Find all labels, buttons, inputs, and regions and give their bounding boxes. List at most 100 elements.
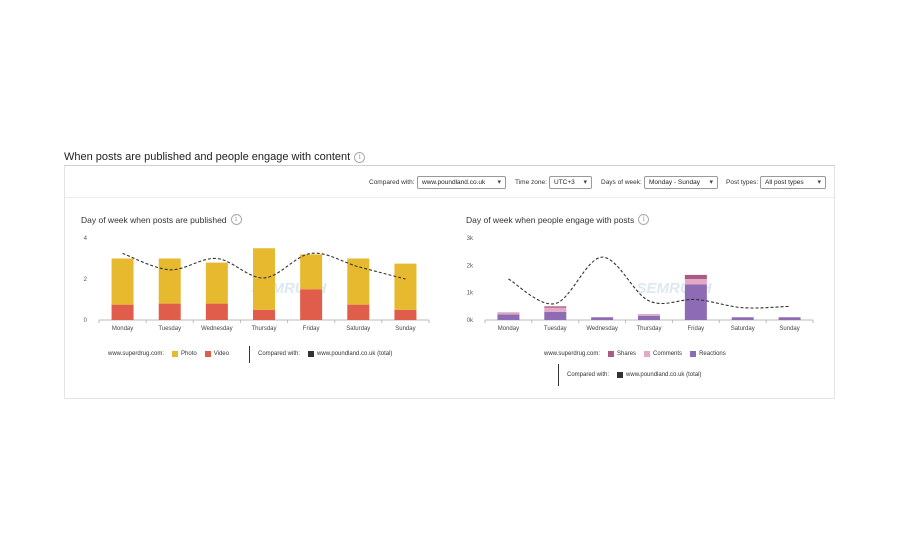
x-tick-label: Tuesday xyxy=(158,326,181,332)
chart1-legend-site-label: www.superdrug.com: xyxy=(108,351,165,357)
section-title: When posts are published and people enga… xyxy=(64,151,366,163)
info-icon[interactable]: i xyxy=(354,151,366,163)
bar-photo xyxy=(205,262,228,304)
legend-item-poundland[interactable]: www.poundland.co.uk (total) xyxy=(308,351,392,357)
legend-item-video[interactable]: Video xyxy=(204,351,229,357)
bar-reactions xyxy=(591,317,614,320)
legend-item-shares[interactable]: Shares xyxy=(608,351,636,357)
x-tick-label: Sunday xyxy=(395,326,415,332)
bar-photo xyxy=(111,258,134,305)
compared-with-select[interactable]: www.poundland.co.uk ▾ xyxy=(417,176,506,189)
bar-video xyxy=(347,304,370,320)
legend-item-label: Shares xyxy=(617,351,637,357)
swatch-reactions xyxy=(690,351,697,357)
comparison-line xyxy=(122,252,406,280)
bar-photo xyxy=(347,258,370,305)
post-types-label: Post types: xyxy=(726,179,759,186)
time-zone-select[interactable]: UTC+3 ▾ xyxy=(549,176,592,189)
chart2-legend-site-label: www.superdrug.com: xyxy=(544,351,601,357)
y-tick-label: 4 xyxy=(84,236,88,242)
chart1-title: Day of week when posts are published i xyxy=(81,214,242,225)
legend-separator xyxy=(558,364,559,386)
legend-item-label: www.poundland.co.uk (total) xyxy=(626,372,702,378)
bar-video xyxy=(111,304,134,320)
bar-video xyxy=(205,303,228,320)
bar-reactions xyxy=(731,317,754,320)
bar-video xyxy=(253,309,275,320)
bar-reactions xyxy=(638,315,660,320)
chart1-title-text: Day of week when posts are published xyxy=(81,214,227,225)
bar-photo xyxy=(394,263,417,310)
y-tick-label: 0 xyxy=(84,318,88,324)
swatch-photo xyxy=(172,351,179,357)
legend-item-label: Photo xyxy=(181,351,197,357)
bar-photo xyxy=(300,254,323,290)
legend-item-photo[interactable]: Photo xyxy=(172,351,197,357)
content-panel xyxy=(64,166,835,399)
x-tick-label: Sunday xyxy=(779,326,799,332)
bar-photo xyxy=(253,248,275,310)
info-icon[interactable]: i xyxy=(230,214,242,225)
x-tick-label: Friday xyxy=(303,326,320,332)
legend-item-poundland[interactable]: www.poundland.co.uk (total) xyxy=(617,372,701,378)
y-tick-label: 2 xyxy=(84,277,88,283)
legend-item-label: Comments xyxy=(653,351,683,357)
post-types-value: All post types xyxy=(765,179,804,186)
x-tick-label: Wednesday xyxy=(586,326,618,332)
bar-comments xyxy=(497,313,520,315)
bar-comments xyxy=(638,315,660,316)
bar-video xyxy=(158,303,181,320)
legend-item-label: www.poundland.co.uk (total) xyxy=(317,351,393,357)
time-zone-value: UTC+3 xyxy=(554,179,575,186)
swatch-shares xyxy=(608,351,615,357)
days-of-week-value: Monday - Sunday xyxy=(649,179,700,186)
time-zone-label: Time zone: xyxy=(515,179,547,186)
x-tick-label: Wednesday xyxy=(201,326,233,332)
bar-comments xyxy=(684,279,707,285)
bar-video xyxy=(300,289,323,320)
bar-reactions xyxy=(684,284,707,320)
legend-item-label: Video xyxy=(213,351,229,357)
bar-shares xyxy=(544,306,567,308)
chart2-legend: www.superdrug.com: Shares Comments React… xyxy=(544,351,734,357)
days-of-week-label: Days of week: xyxy=(601,179,642,186)
swatch-video xyxy=(204,351,211,357)
section-title-text: When posts are published and people enga… xyxy=(64,151,351,163)
toolbar-divider xyxy=(65,197,834,198)
x-tick-label: Friday xyxy=(688,326,705,332)
post-types-select[interactable]: All post types ▾ xyxy=(760,176,826,189)
comparison-line xyxy=(508,256,790,309)
bar-comments xyxy=(544,307,567,312)
y-tick-label: 2k xyxy=(467,263,474,269)
y-tick-label: 1k xyxy=(467,291,474,297)
bar-reactions xyxy=(778,317,801,320)
compared-with-value: www.poundland.co.uk xyxy=(422,179,486,186)
x-tick-label: Saturday xyxy=(731,326,755,332)
legend-item-reactions[interactable]: Reactions xyxy=(690,351,726,357)
swatch-comments xyxy=(644,351,651,357)
bar-reactions xyxy=(544,311,567,320)
chart2-compared-legend: Compared with: www.poundland.co.uk (tota… xyxy=(567,372,709,378)
chart2-compared-label: Compared with: xyxy=(567,372,610,378)
chart1-compared-label: Compared with: xyxy=(258,351,301,357)
x-tick-label: Monday xyxy=(112,326,133,332)
days-of-week-select[interactable]: Monday - Sunday ▾ xyxy=(644,176,718,189)
x-tick-label: Thursday xyxy=(251,326,276,332)
legend-separator xyxy=(249,346,250,363)
swatch-poundland xyxy=(308,351,315,357)
y-tick-label: 0k xyxy=(467,318,474,324)
bar-shares xyxy=(497,312,520,314)
x-tick-label: Tuesday xyxy=(544,326,567,332)
chevron-down-icon: ▾ xyxy=(583,179,587,186)
legend-item-label: Reactions xyxy=(699,351,726,357)
chevron-down-icon: ▾ xyxy=(497,179,501,186)
info-icon[interactable]: i xyxy=(638,214,650,225)
bar-shares xyxy=(638,314,660,316)
bar-reactions xyxy=(497,314,520,320)
legend-item-comments[interactable]: Comments xyxy=(644,351,682,357)
x-tick-label: Thursday xyxy=(636,326,661,332)
chevron-down-icon: ▾ xyxy=(817,179,821,186)
bar-video xyxy=(394,309,417,320)
